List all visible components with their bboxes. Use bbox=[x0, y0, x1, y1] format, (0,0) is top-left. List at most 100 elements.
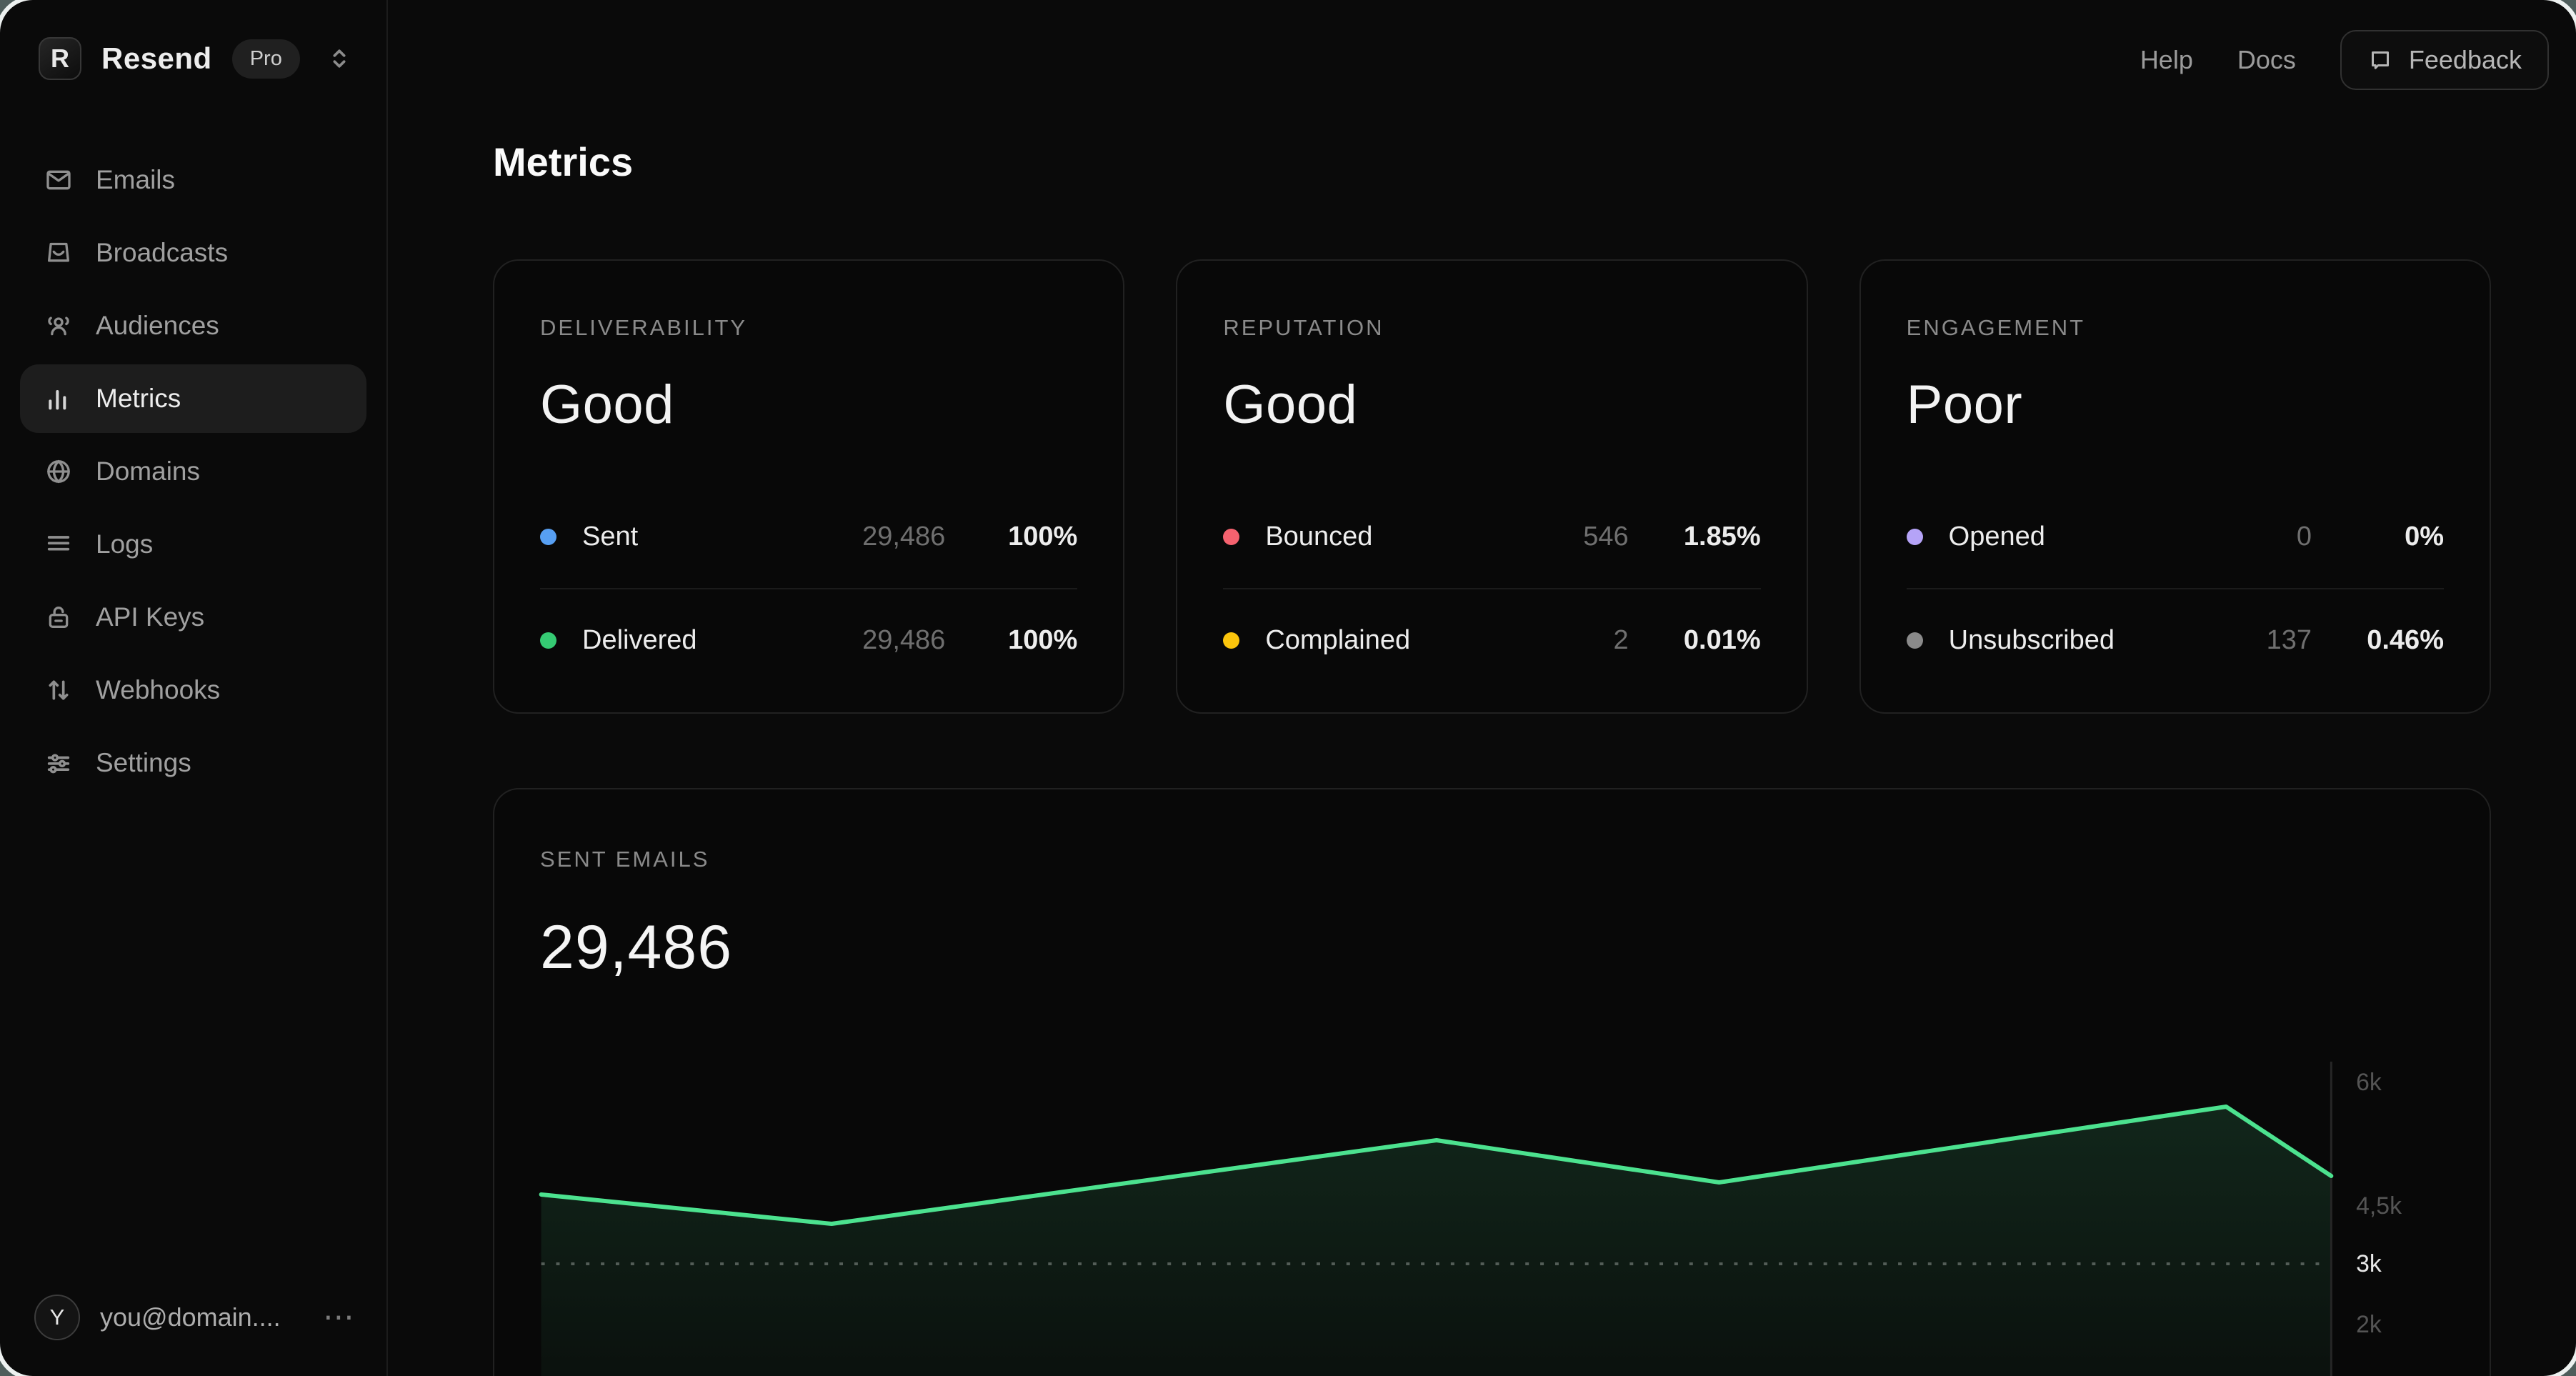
account-row[interactable]: Y you@domain.... ⋯ bbox=[20, 1295, 366, 1340]
metric-row-delivered: Delivered 29,486 100% bbox=[540, 588, 1078, 691]
status-dot bbox=[1223, 632, 1240, 649]
sidebar-item-settings[interactable]: Settings bbox=[20, 729, 366, 797]
plan-badge: Pro bbox=[231, 39, 300, 79]
sidebar-nav: Emails Broadcasts bbox=[20, 146, 366, 797]
page-title: Metrics bbox=[493, 139, 634, 184]
metric-count: 546 bbox=[1583, 521, 1629, 552]
card-status: Poor bbox=[1906, 374, 2023, 435]
metric-pct: 100% bbox=[1008, 521, 1078, 552]
sidebar-item-api-keys[interactable]: API Keys bbox=[20, 583, 366, 652]
reputation-card: REPUTATION Good Bounced 546 1.85% Compla… bbox=[1176, 259, 1808, 714]
resend-logo-icon: R bbox=[39, 37, 81, 80]
metric-count: 2 bbox=[1613, 624, 1629, 655]
lock-icon bbox=[44, 603, 73, 632]
sidebar-item-label: Metrics bbox=[96, 384, 181, 413]
metric-pct: 1.85% bbox=[1683, 521, 1761, 552]
chart-area-fill bbox=[541, 1107, 2332, 1376]
sliders-icon bbox=[44, 749, 73, 777]
card-status: Good bbox=[540, 374, 674, 435]
metric-label: Complained bbox=[1265, 624, 1411, 655]
sidebar-item-label: API Keys bbox=[96, 602, 205, 632]
sidebar-item-label: Logs bbox=[96, 529, 154, 559]
metric-row-sent: Sent 29,486 100% bbox=[540, 485, 1077, 588]
y-tick-3k: 3k bbox=[2356, 1250, 2382, 1277]
chevron-up-down-icon[interactable] bbox=[325, 44, 354, 73]
sidebar-item-broadcasts[interactable]: Broadcasts bbox=[20, 219, 366, 287]
feedback-bubble-icon bbox=[2367, 47, 2393, 73]
y-tick-2k: 2k bbox=[2356, 1311, 2382, 1338]
avatar: Y bbox=[34, 1295, 80, 1340]
y-tick-6k: 6k bbox=[2356, 1069, 2382, 1096]
metric-count: 29,486 bbox=[862, 624, 946, 655]
feedback-button[interactable]: Feedback bbox=[2340, 30, 2549, 90]
metric-count: 29,486 bbox=[862, 521, 946, 552]
metric-row-unsubscribed: Unsubscribed 137 0.46% bbox=[1906, 588, 2444, 691]
engagement-card: ENGAGEMENT Poor Opened 0 0% Unsubscribed bbox=[1859, 259, 2491, 714]
bar-chart-icon bbox=[44, 384, 73, 413]
chart-line bbox=[539, 1105, 2334, 1226]
sidebar: R Resend Pro Emails bbox=[0, 0, 388, 1376]
sidebar-item-label: Broadcasts bbox=[96, 238, 229, 267]
area-chart: 6k 4,5k 3k 2k bbox=[539, 1062, 2402, 1376]
metric-cards: DELIVERABILITY Good Sent 29,486 100% Del… bbox=[493, 259, 2491, 714]
globe-icon bbox=[44, 457, 73, 486]
card-rows: Opened 0 0% Unsubscribed 137 0.46% bbox=[1906, 485, 2444, 691]
people-icon bbox=[44, 311, 73, 340]
metric-pct: 0.01% bbox=[1683, 624, 1761, 655]
deliverability-card: DELIVERABILITY Good Sent 29,486 100% Del… bbox=[493, 259, 1125, 714]
metric-label: Unsubscribed bbox=[1948, 624, 2115, 655]
docs-link[interactable]: Docs bbox=[2237, 45, 2296, 74]
help-link[interactable]: Help bbox=[2140, 45, 2193, 74]
sidebar-item-label: Webhooks bbox=[96, 675, 221, 704]
card-rows: Bounced 546 1.85% Complained 2 0.01% bbox=[1223, 485, 1761, 691]
card-category: ENGAGEMENT bbox=[1906, 315, 2086, 340]
brand-name: Resend bbox=[101, 41, 212, 75]
metric-pct: 100% bbox=[1008, 624, 1078, 655]
card-rows: Sent 29,486 100% Delivered 29,486 100% bbox=[540, 485, 1078, 691]
card-category: DELIVERABILITY bbox=[540, 315, 748, 340]
sidebar-item-label: Emails bbox=[96, 165, 176, 194]
feedback-label: Feedback bbox=[2408, 45, 2522, 74]
rows-icon bbox=[44, 530, 73, 559]
workspace-switcher[interactable]: R Resend Pro bbox=[20, 30, 366, 80]
metric-label: Bounced bbox=[1265, 521, 1373, 552]
metric-pct: 0% bbox=[2405, 521, 2444, 552]
sidebar-item-label: Domains bbox=[96, 457, 200, 486]
metric-row-bounced: Bounced 546 1.85% bbox=[1223, 485, 1761, 588]
sidebar-item-label: Audiences bbox=[96, 311, 219, 340]
status-dot bbox=[540, 632, 556, 649]
arrows-up-down-icon bbox=[44, 676, 73, 704]
sidebar-item-logs[interactable]: Logs bbox=[20, 510, 366, 579]
envelope-icon bbox=[44, 166, 73, 194]
status-dot bbox=[1223, 528, 1240, 545]
card-status: Good bbox=[1223, 374, 1358, 435]
sidebar-item-webhooks[interactable]: Webhooks bbox=[20, 656, 366, 724]
inbox-icon bbox=[44, 239, 73, 267]
sidebar-item-audiences[interactable]: Audiences bbox=[20, 291, 366, 360]
metric-row-opened: Opened 0 0% bbox=[1906, 485, 2444, 588]
metric-count: 0 bbox=[2296, 521, 2312, 552]
status-dot bbox=[1906, 528, 1923, 545]
y-tick-4-5k: 4,5k bbox=[2356, 1192, 2402, 1220]
sidebar-item-domains[interactable]: Domains bbox=[20, 437, 366, 506]
metric-label: Delivered bbox=[582, 624, 697, 655]
main-content: Help Docs Feedback Metrics DELIVERABILIT… bbox=[388, 0, 2576, 1376]
sidebar-item-emails[interactable]: Emails bbox=[20, 146, 366, 214]
metric-pct: 0.46% bbox=[2367, 624, 2444, 655]
metric-label: Sent bbox=[582, 521, 639, 552]
metric-row-complained: Complained 2 0.01% bbox=[1223, 588, 1761, 691]
metric-label: Opened bbox=[1948, 521, 2045, 552]
sent-emails-chart: 6k 4,5k 3k 2k bbox=[494, 1051, 2490, 1376]
status-dot bbox=[540, 528, 556, 545]
sent-emails-card: SENT EMAILS 29,486 bbox=[493, 788, 2491, 1376]
sidebar-item-metrics[interactable]: Metrics bbox=[20, 364, 366, 433]
topbar: Help Docs Feedback bbox=[2140, 30, 2549, 90]
sent-total: 29,486 bbox=[540, 913, 733, 982]
sidebar-item-label: Settings bbox=[96, 748, 191, 777]
card-category: SENT EMAILS bbox=[540, 847, 710, 872]
account-email: you@domain.... bbox=[100, 1302, 281, 1332]
status-dot bbox=[1906, 632, 1923, 649]
card-category: REPUTATION bbox=[1223, 315, 1384, 340]
